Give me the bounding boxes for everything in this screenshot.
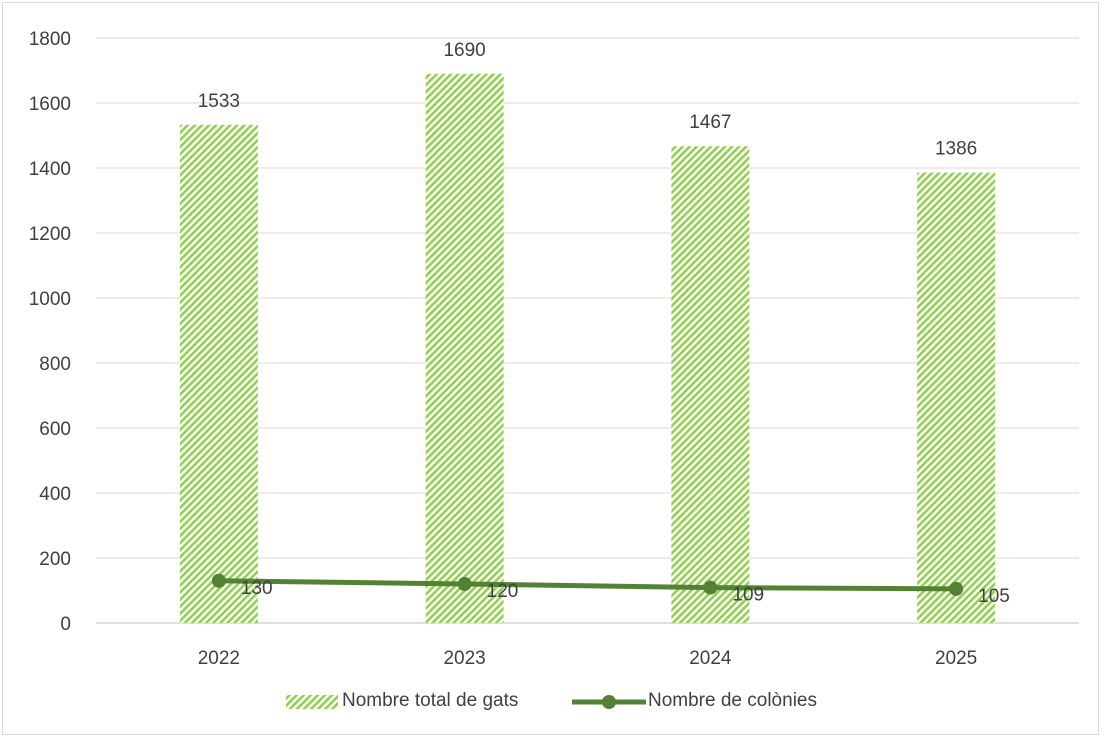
- bar-data-label-2023: 1690: [443, 40, 485, 61]
- bar-series: [179, 73, 996, 624]
- line-data-label-2024: 109: [732, 585, 764, 606]
- line-point-2023: [457, 577, 472, 591]
- bar-data-label-2025: 1386: [935, 139, 977, 160]
- line-data-label-2022: 130: [241, 578, 273, 599]
- line-point-2025: [949, 581, 964, 596]
- bar-2022: [179, 124, 258, 624]
- gridlines: [96, 37, 1079, 559]
- line-nombre-de-colonies: [216, 578, 959, 592]
- line-point-2022: [211, 573, 226, 588]
- x-tick-label-2024: 2024: [689, 648, 732, 669]
- line-data-label-2025: 105: [978, 586, 1010, 607]
- legend: Nombre total de gats Nombre de colònies: [286, 690, 817, 711]
- data-labels: 1533 1690 1467 1386 130 120 109 105: [198, 40, 1010, 607]
- y-tick-label-600: 600: [39, 419, 71, 440]
- y-tick-label-0: 0: [60, 614, 71, 635]
- y-tick-label-1200: 1200: [29, 224, 71, 245]
- x-tick-label-2025: 2025: [935, 648, 977, 669]
- line-point-2024: [703, 580, 718, 595]
- line-series: [211, 573, 964, 596]
- bar-2025: [917, 172, 996, 624]
- bar-data-label-2022: 1533: [198, 91, 240, 112]
- x-tick-label-2023: 2023: [443, 648, 485, 669]
- x-tick-label-2022: 2022: [198, 648, 240, 669]
- y-tick-label-800: 800: [39, 354, 71, 375]
- legend-item-nombre-de-colonies: Nombre de colònies: [572, 690, 817, 711]
- line-data-label-2023: 120: [487, 581, 519, 602]
- legend-label-line: Nombre de colònies: [648, 690, 817, 711]
- bar-data-label-2024: 1467: [689, 112, 731, 133]
- legend-label-bar: Nombre total de gats: [342, 690, 518, 711]
- y-tick-label-200: 200: [39, 549, 71, 570]
- axes: 0 200 400 600 800 1000 1200 1400 1600 1800 2022 202…: [29, 29, 1079, 669]
- y-tick-label-1800: 1800: [29, 29, 71, 50]
- legend-swatch-bar: [286, 695, 338, 709]
- y-tick-label-1000: 1000: [29, 289, 71, 310]
- y-tick-label-1600: 1600: [29, 94, 71, 115]
- y-tick-label-1400: 1400: [29, 159, 71, 180]
- legend-swatch-marker: [602, 695, 616, 709]
- legend-item-nombre-total-de-gats: Nombre total de gats: [286, 690, 518, 711]
- bar-2024: [671, 146, 750, 623]
- y-tick-label-400: 400: [39, 484, 71, 505]
- bar-2023: [425, 73, 504, 623]
